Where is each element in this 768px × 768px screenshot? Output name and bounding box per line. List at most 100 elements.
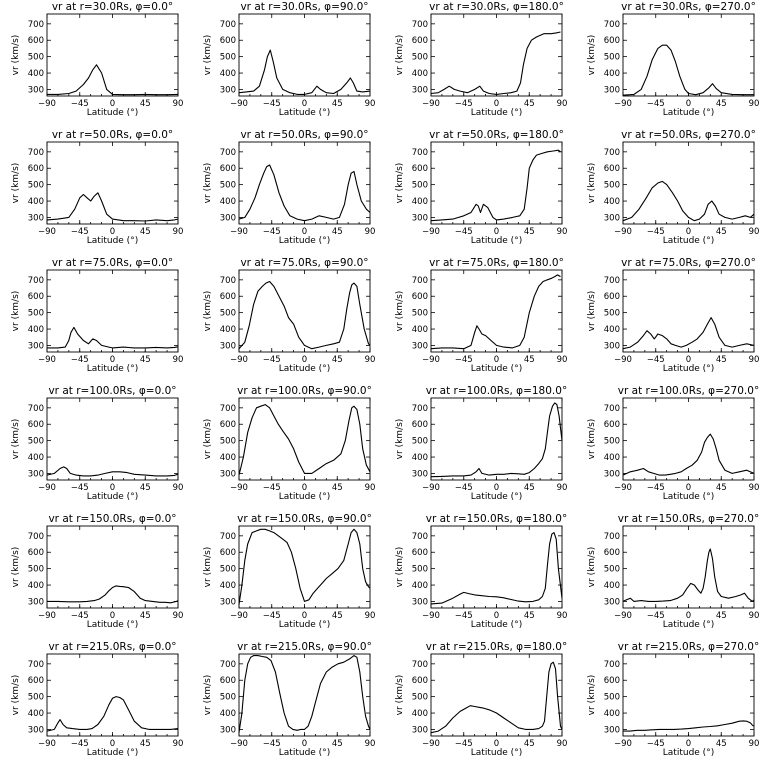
y-axis-label: vr (km/s): [587, 419, 597, 460]
x-axis-label: Latitude (°): [663, 620, 714, 630]
plot-frame: [622, 141, 755, 225]
panel-4-4: vr at r=100.0Rs, φ=270.0° −90 −45 0 45 90 300 4…: [587, 385, 759, 502]
x-tick-label: −45: [71, 227, 89, 237]
series-line: [238, 164, 371, 222]
panel-title: vr at r=100.0Rs, φ=0.0°: [48, 385, 176, 397]
y-tick-label: 400: [220, 581, 236, 591]
y-axis-label: vr (km/s): [395, 163, 405, 204]
panel-5-4: vr at r=150.0Rs, φ=270.0° −90 −45 0 45 90 300 4…: [587, 513, 759, 630]
panel-3-1: vr at r=75.0Rs, φ=0.0° −90 −45 0 45 90 300 400 5…: [11, 257, 183, 374]
panel-6-1: vr at r=215.0Rs, φ=0.0° −90 −45 0 45 90 300 400…: [11, 641, 183, 758]
series-line: [430, 31, 561, 95]
y-tick-label: 600: [220, 36, 236, 46]
y-tick-label: 500: [412, 309, 428, 319]
y-tick-label: 600: [412, 548, 428, 558]
y-tick-label: 300: [604, 341, 620, 351]
y-tick-label: 400: [604, 453, 620, 463]
series-line: [46, 696, 179, 732]
y-tick-label: 700: [604, 404, 620, 414]
y-tick-label: 700: [220, 404, 236, 414]
x-tick-label: 90: [749, 483, 760, 493]
x-tick-label: −90: [38, 739, 56, 749]
x-axis-label: Latitude (°): [279, 748, 330, 758]
x-tick-label: 0: [494, 739, 499, 749]
y-tick-label: 500: [28, 53, 44, 63]
x-axis-label: Latitude (°): [663, 492, 714, 502]
y-axis-label: vr (km/s): [203, 547, 213, 588]
y-tick-label: 500: [412, 181, 428, 191]
y-tick-label: 400: [220, 453, 236, 463]
y-tick-label: 500: [220, 693, 236, 703]
x-tick-label: 0: [302, 99, 307, 109]
panel-title: vr at r=215.0Rs, φ=0.0°: [48, 641, 176, 653]
y-tick-label: 700: [28, 532, 44, 542]
y-tick-label: 700: [220, 148, 236, 158]
x-tick-label: −45: [455, 611, 473, 621]
x-tick-label: 90: [173, 355, 184, 365]
series-line: [623, 720, 755, 732]
panel-3-4: vr at r=75.0Rs, φ=270.0° −90 −45 0 45 90 300 40…: [587, 257, 759, 374]
x-tick-label: 90: [173, 483, 184, 493]
x-axis-label: Latitude (°): [471, 620, 522, 630]
y-tick-label: 700: [28, 276, 44, 286]
y-tick-label: 300: [604, 469, 620, 479]
y-tick-label: 600: [412, 420, 428, 430]
y-tick-label: 600: [28, 676, 44, 686]
series-line: [430, 661, 563, 734]
x-tick-label: 0: [686, 611, 691, 621]
y-tick-label: 700: [220, 660, 236, 670]
y-tick-label: 500: [412, 53, 428, 63]
y-tick-label: 400: [412, 581, 428, 591]
x-axis-label: Latitude (°): [87, 748, 138, 758]
y-tick-label: 600: [412, 292, 428, 302]
panel-title: vr at r=100.0Rs, φ=270.0°: [618, 385, 759, 397]
x-tick-label: 90: [173, 99, 184, 109]
x-tick-label: −45: [263, 483, 281, 493]
series-line: [430, 274, 561, 350]
x-tick-label: −45: [71, 355, 89, 365]
x-tick-label: 45: [716, 483, 727, 493]
panel-title: vr at r=50.0Rs, φ=270.0°: [621, 129, 756, 141]
y-tick-label: 500: [220, 53, 236, 63]
y-tick-label: 500: [412, 437, 428, 447]
x-tick-label: 90: [749, 611, 760, 621]
x-tick-label: 45: [140, 99, 151, 109]
x-tick-label: −45: [263, 355, 281, 365]
panel-title: vr at r=215.0Rs, φ=270.0°: [618, 641, 759, 653]
panel-title: vr at r=75.0Rs, φ=90.0°: [240, 257, 368, 269]
series-line: [622, 548, 755, 602]
x-tick-label: −45: [647, 739, 665, 749]
x-axis-label: Latitude (°): [279, 364, 330, 374]
x-tick-label: 90: [557, 611, 568, 621]
y-tick-label: 400: [412, 325, 428, 335]
y-tick-label: 300: [412, 725, 428, 735]
y-tick-label: 400: [604, 69, 620, 79]
x-tick-label: −45: [263, 611, 281, 621]
x-tick-label: 0: [302, 739, 307, 749]
y-tick-label: 300: [412, 341, 428, 351]
x-tick-label: 45: [332, 355, 343, 365]
y-tick-label: 600: [604, 548, 620, 558]
x-tick-label: 0: [302, 227, 307, 237]
series-line: [622, 180, 755, 222]
x-tick-label: −90: [614, 99, 632, 109]
y-tick-label: 300: [604, 213, 620, 223]
series-line: [47, 64, 179, 96]
x-tick-label: −90: [614, 739, 632, 749]
y-tick-label: 300: [220, 85, 236, 95]
x-tick-label: 90: [365, 99, 376, 109]
x-tick-label: 90: [365, 611, 376, 621]
series-line: [430, 149, 561, 222]
x-tick-label: 45: [332, 227, 343, 237]
x-tick-label: −45: [647, 227, 665, 237]
panel-3-3: vr at r=75.0Rs, φ=180.0° −90 −45 0 45 90 300 40…: [395, 257, 567, 374]
y-tick-label: 700: [604, 660, 620, 670]
panel-title: vr at r=30.0Rs, φ=180.0°: [429, 1, 564, 13]
y-tick-label: 400: [28, 197, 44, 207]
x-tick-label: 45: [716, 611, 727, 621]
x-axis-label: Latitude (°): [279, 236, 330, 246]
x-tick-label: 45: [716, 227, 727, 237]
x-tick-label: 90: [173, 611, 184, 621]
series-line: [47, 326, 179, 349]
